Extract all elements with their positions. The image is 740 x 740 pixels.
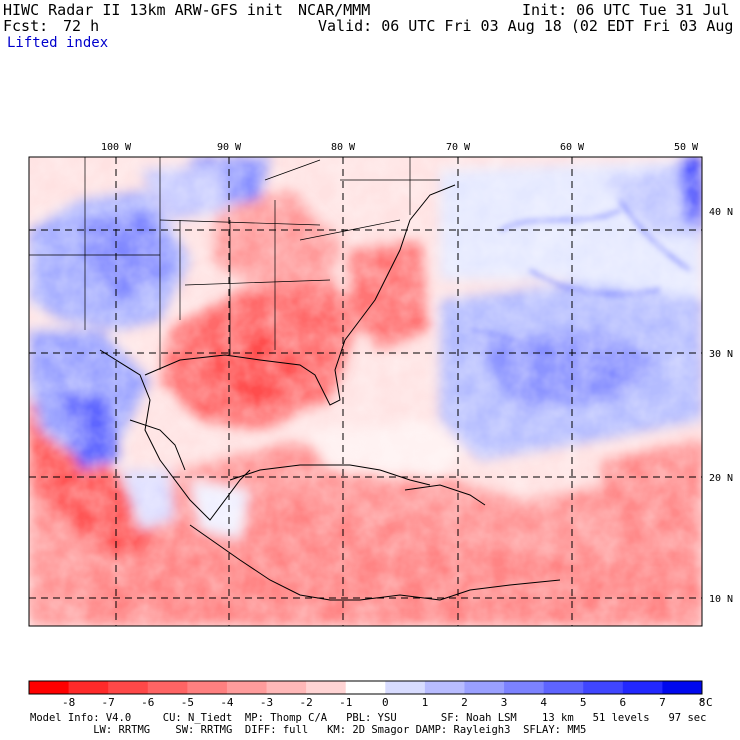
colorbar-swatch [108,681,149,694]
model-info-line2: LW: RRTMG SW: RRTMG DIFF: full KM: 2D Sm… [30,724,587,736]
colorbar [28,680,703,695]
colorbar-tick-label: -8 [61,696,76,709]
lon-label: 80 W [331,142,356,153]
agency-label: NCAR/MMM [298,1,371,19]
colorbar-tick-label: -2 [299,696,313,709]
lifted-index-field [29,157,702,626]
lat-label: 30 N [709,349,733,360]
lon-label: 50 W [674,142,699,153]
colorbar-swatch [306,681,347,694]
colorbar-swatch [662,681,703,694]
colorbar-swatch [543,681,584,694]
colorbar-tick-label: -4 [220,696,234,709]
init-time: Init: 06 UTC Tue 31 Jul 18 [522,1,740,19]
colorbar-swatch [504,681,545,694]
coastlines [99,184,561,601]
colorbar-swatch [345,681,386,694]
colorbar-tick-label: -5 [180,696,194,709]
model-title: HIWC Radar II 13km ARW-GFS init [3,1,283,19]
colorbar-tick-label: 3 [500,696,508,709]
lon-label: 90 W [217,142,242,153]
colorbar-swatch [385,681,426,694]
colorbar-tick-label: -7 [101,696,115,709]
colorbar-tick-label: 1 [421,696,429,709]
colorbar-frame [28,680,703,695]
lon-label: 60 W [560,142,585,153]
lat-label: 10 N [709,594,733,605]
lat-label: 20 N [709,473,733,484]
colorbar-swatch [187,681,228,694]
model-info-line1: Model Info: V4.0 CU: N_Tiedt MP: Thomp C… [30,712,707,724]
forecast-label: Fcst: [3,17,49,35]
colorbar-tick-label: -3 [259,696,274,709]
colorbar-swatch [424,681,465,694]
colorbar-tick-label: 5 [579,696,587,709]
valid-time: Valid: 06 UTC Fri 03 Aug 18 (02 EDT Fri … [318,17,740,35]
field-texture [29,157,702,626]
colorbar-swatch [464,681,505,694]
colorbar-swatch [583,681,624,694]
field-name: Lifted index [7,35,109,51]
colorbar-swatch [622,681,663,694]
colorbar-tick-label: 4 [540,696,547,709]
lat-label: 40 N [709,207,733,218]
lon-label: 100 W [101,142,132,153]
colorbar-tick-label: 7 [659,696,666,709]
colorbar-tick-label: 6 [619,696,627,709]
forecast-hours: 72 h [63,17,100,35]
state-borders [29,157,440,370]
colorbar-swatch [147,681,188,694]
map-frame [28,156,703,627]
colorbar-tick-label: -6 [141,696,155,709]
colorbar-tick-label: 2 [461,696,468,709]
colorbar-tick-label: 8 [698,696,706,709]
colorbar-swatch [266,681,307,694]
colorbar-swatch [68,681,109,694]
lat-lon-grid [29,157,702,626]
colorbar-swatch [226,681,268,694]
colorbar-tick-label: -1 [339,696,353,709]
colorbar-swatch [29,681,70,694]
colorbar-unit: °C [699,696,713,709]
lon-label: 70 W [446,142,471,153]
colorbar-tick-label: 0 [381,696,389,709]
